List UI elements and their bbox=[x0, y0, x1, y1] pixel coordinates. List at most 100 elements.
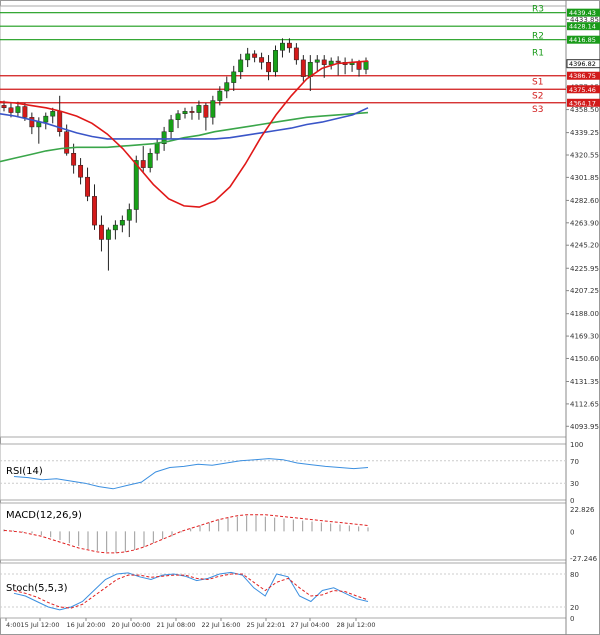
y-tick-label: 4433.85 bbox=[570, 16, 599, 24]
candle-body bbox=[280, 42, 285, 51]
candle-body bbox=[182, 111, 188, 114]
y-tick-label: 4169.30 bbox=[570, 333, 599, 341]
candle-body bbox=[8, 107, 14, 113]
candle-body bbox=[266, 62, 271, 73]
candle-body bbox=[92, 196, 97, 226]
candle-body bbox=[321, 59, 327, 65]
y-tick-label: 4150.60 bbox=[570, 355, 599, 363]
rsi-tick-label: 100 bbox=[570, 441, 583, 449]
pivot-label: S1 bbox=[532, 78, 543, 88]
candle-body bbox=[196, 105, 202, 113]
y-tick-label: 4339.25 bbox=[570, 129, 599, 137]
pivot-tag bbox=[567, 8, 600, 17]
pivot-tag-text: 4428.14 bbox=[569, 23, 596, 31]
y-tick-label: 4207.25 bbox=[570, 287, 599, 295]
candle-body bbox=[133, 160, 139, 210]
stoch-k-line bbox=[13, 571, 369, 611]
macd-signal-line bbox=[3, 514, 369, 554]
candle-body bbox=[293, 47, 299, 61]
x-tick-label: 16 Jul 20:00 bbox=[67, 621, 106, 629]
candle-body bbox=[286, 42, 292, 49]
candle-body bbox=[105, 229, 111, 240]
y-tick-label: 4320.55 bbox=[570, 151, 599, 159]
candle-body bbox=[1, 105, 7, 109]
pivot-tag-text: 4364.17 bbox=[569, 99, 596, 107]
stoch-tick-label: 80 bbox=[570, 571, 579, 579]
pivot-tag bbox=[567, 71, 600, 80]
x-tick-label: 21 Jul 08:00 bbox=[157, 621, 196, 629]
ma-red-line bbox=[0, 60, 369, 208]
candle-body bbox=[126, 209, 132, 221]
current-price-tag bbox=[566, 59, 600, 69]
candle-body bbox=[189, 111, 195, 113]
candle-body bbox=[64, 131, 70, 154]
candle-body bbox=[224, 82, 230, 92]
panel-frame-2 bbox=[0, 502, 567, 561]
candle-body bbox=[314, 59, 320, 63]
rsi-line bbox=[13, 458, 369, 490]
rsi-title: RSI(14) bbox=[6, 466, 43, 477]
pivot-tag-text: 4416.85 bbox=[569, 36, 596, 44]
candle-body bbox=[252, 53, 258, 58]
candle-body bbox=[335, 60, 341, 63]
ma-green-line bbox=[0, 111, 369, 163]
pivot-label: S3 bbox=[532, 105, 543, 115]
x-tick-label: 22 Jul 16:00 bbox=[202, 621, 241, 629]
candle-body bbox=[15, 106, 21, 113]
pivot-tag-text: 4386.75 bbox=[569, 72, 596, 80]
candle-body bbox=[217, 90, 223, 101]
candle-body bbox=[36, 121, 42, 128]
ma-blue-line bbox=[0, 107, 369, 140]
x-tick-label: 25 Jul 22:01 bbox=[247, 621, 286, 629]
candle-body bbox=[71, 153, 77, 166]
candle-body bbox=[300, 59, 306, 77]
y-tick-label: 4112.65 bbox=[570, 400, 599, 408]
pivot-label: R3 bbox=[532, 5, 544, 15]
y-tick-label: 4301.85 bbox=[570, 174, 599, 182]
x-tick-label: 20 Jul 00:00 bbox=[112, 621, 151, 629]
candle-body bbox=[140, 160, 146, 168]
candle-body bbox=[43, 115, 49, 123]
candle-body bbox=[168, 119, 174, 132]
candle-body bbox=[78, 164, 84, 178]
candle-body bbox=[245, 53, 251, 61]
candle-body bbox=[363, 60, 369, 70]
stoch-tick-label: 20 bbox=[570, 604, 579, 612]
y-tick-label: 4188.00 bbox=[570, 310, 599, 318]
macd-tick-label: 22.826 bbox=[570, 506, 595, 514]
stoch-d-line bbox=[13, 573, 369, 609]
y-tick-label: 4131.35 bbox=[570, 378, 599, 386]
y-tick-label: 4225.95 bbox=[570, 265, 599, 273]
candle-body bbox=[154, 143, 160, 154]
candle-body bbox=[356, 62, 362, 70]
macd-tick-label: 0 bbox=[570, 528, 574, 536]
candle-body bbox=[119, 220, 125, 226]
pivot-label: R2 bbox=[532, 32, 544, 42]
current-price-text: 4396.82 bbox=[569, 60, 596, 68]
panel-frame-1 bbox=[0, 443, 567, 501]
y-tick-label: 4358.50 bbox=[570, 106, 599, 114]
y-tick-label: 4263.90 bbox=[570, 219, 599, 227]
macd-title: MACD(12,26,9) bbox=[6, 510, 82, 521]
candle-body bbox=[273, 50, 278, 73]
stoch-tick-label: 0 bbox=[570, 615, 574, 623]
x-tick-label: 15 Jul 12:00 bbox=[21, 621, 60, 629]
candle-body bbox=[99, 224, 104, 240]
pivot-tag-text: 4439.43 bbox=[569, 9, 596, 17]
pivot-label: S2 bbox=[532, 91, 543, 101]
pivot-tag bbox=[567, 22, 600, 31]
rsi-tick-label: 70 bbox=[570, 458, 579, 466]
panel-frame-3 bbox=[0, 562, 567, 619]
candle-body bbox=[50, 111, 56, 117]
candle-body bbox=[22, 106, 28, 118]
candle-body bbox=[203, 105, 209, 118]
rsi-tick-label: 0 bbox=[570, 497, 574, 505]
pivot-tag-text: 4375.46 bbox=[569, 86, 596, 94]
macd-tick-label: -27.246 bbox=[570, 555, 598, 563]
pivot-tag bbox=[567, 98, 600, 107]
candle-body bbox=[29, 117, 35, 128]
candle-body bbox=[175, 113, 181, 120]
x-tick-label: 28 Jul 12:00 bbox=[337, 621, 376, 629]
y-tick-label: 4282.60 bbox=[570, 197, 599, 205]
